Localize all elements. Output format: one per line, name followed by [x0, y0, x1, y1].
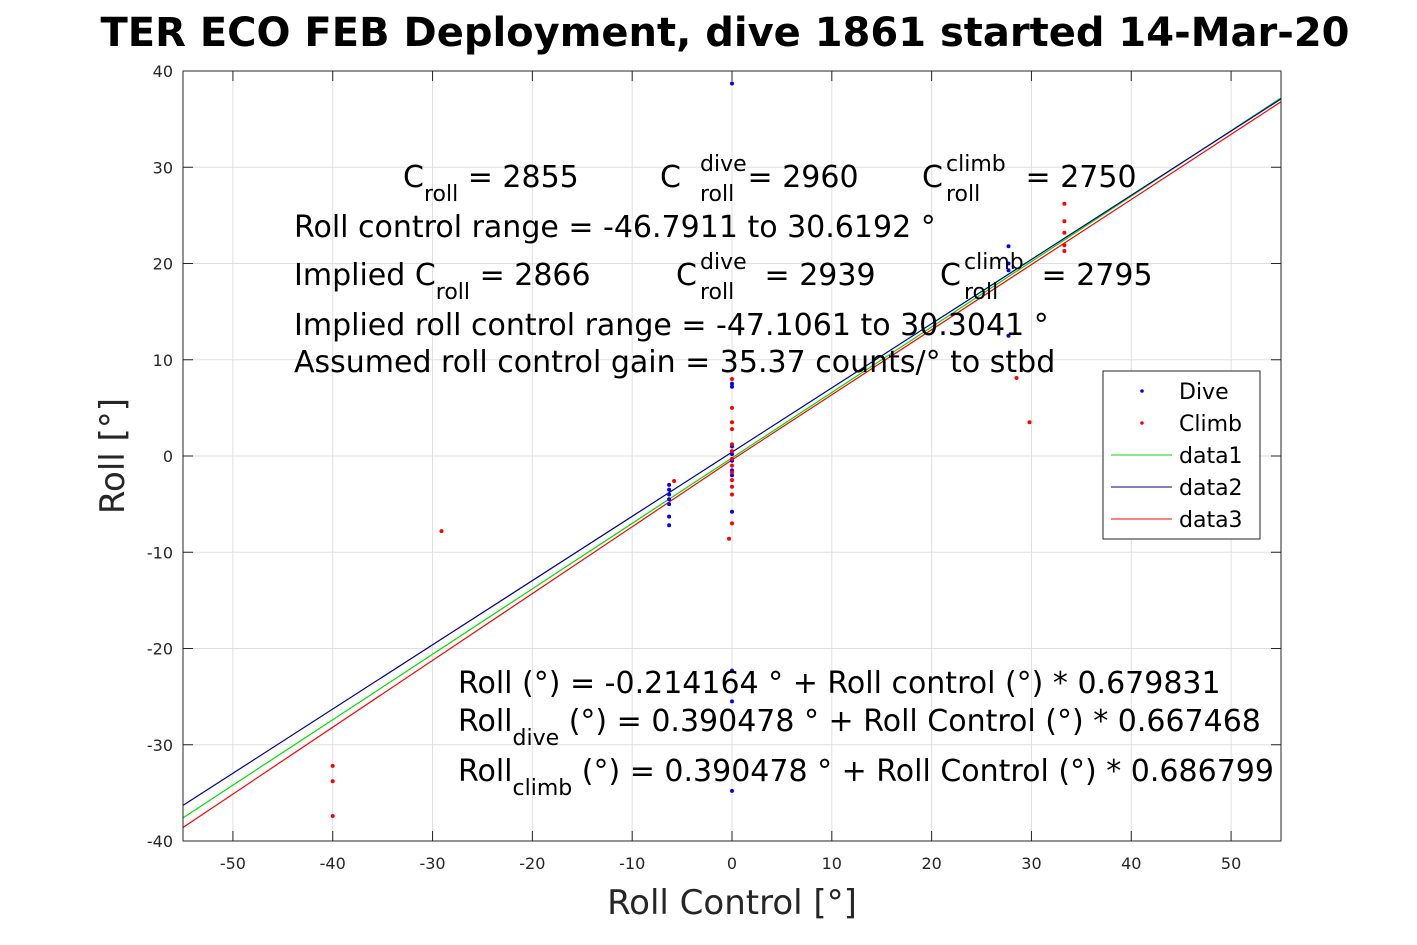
- data-point-climb: [730, 420, 734, 425]
- fit-climb-annotation: Rollclimb (°) = 0.390478 ° + Roll Contro…: [458, 754, 1274, 801]
- y-tick-label: 10: [153, 351, 173, 370]
- data-point-climb: [730, 427, 734, 432]
- implied-range-annotation: Implied roll control range = -47.1061 to…: [294, 308, 1049, 343]
- data-point-climb: [1014, 376, 1019, 380]
- data-point-climb: [730, 484, 734, 489]
- data-point-dive: [730, 509, 734, 514]
- data-point-climb: [730, 478, 734, 483]
- data-point-dive: [1006, 261, 1011, 266]
- y-tick-label: -10: [147, 543, 173, 562]
- data-point-climb: [1062, 249, 1067, 253]
- roll-control-range-annotation: Roll control range = -46.7911 to 30.6192…: [294, 210, 936, 245]
- y-tick-label: 40: [153, 62, 173, 81]
- axis-ticks: -50 -40 -30 -20 -10 0 10 20 30 40 50 -40 -30 -20 -10 0 1…: [147, 62, 1281, 873]
- data-point-climb: [330, 814, 335, 818]
- legend-data1-label: data1: [1179, 444, 1243, 469]
- y-axis-label: Roll [°]: [93, 398, 133, 514]
- x-tick-label: 30: [1021, 854, 1041, 873]
- data-point-dive: [667, 482, 672, 487]
- data-point-climb: [1062, 243, 1067, 248]
- data-point-climb: [1062, 230, 1067, 235]
- data-point-dive: [730, 788, 734, 793]
- data-point-dive: [667, 514, 672, 519]
- y-tick-label: -20: [147, 640, 173, 659]
- data-point-climb: [730, 377, 734, 381]
- gain-annotation: Assumed roll control gain = 35.37 counts…: [294, 345, 1055, 380]
- data-point-dive: [730, 473, 734, 478]
- data-point-climb: [730, 449, 734, 454]
- data-points: [330, 81, 1067, 818]
- chart-title: TER ECO FEB Deployment, dive 1861 starte…: [100, 10, 1349, 56]
- legend-climb-marker: [1140, 421, 1144, 425]
- y-tick-label: -40: [147, 832, 173, 851]
- x-tick-label: 20: [921, 854, 941, 873]
- c-roll-annotation: Croll = 2855: [403, 160, 579, 207]
- data-point-dive: [667, 523, 672, 528]
- fit-all-annotation: Roll (°) = -0.214164 ° + Roll control (°…: [458, 666, 1221, 701]
- data-point-dive: [1006, 268, 1011, 273]
- fit-dive-annotation: Rolldive (°) = 0.390478 ° + Roll Control…: [458, 704, 1261, 751]
- x-tick-label: 0: [727, 854, 737, 873]
- data-point-climb: [730, 456, 734, 461]
- data-point-dive: [730, 699, 734, 704]
- legend-data3-label: data3: [1179, 508, 1243, 533]
- data-point-climb: [730, 492, 734, 497]
- data-point-climb: [730, 442, 734, 447]
- x-tick-label: 50: [1221, 854, 1241, 873]
- data-point-climb: [1062, 219, 1067, 224]
- data-point-dive: [1006, 333, 1011, 338]
- data-point-dive: [730, 452, 734, 457]
- data-point-dive: [667, 487, 672, 492]
- x-tick-label: -40: [320, 854, 346, 873]
- data-point-climb: [730, 521, 734, 526]
- data-point-climb: [730, 470, 734, 475]
- data-point-climb: [1027, 420, 1032, 425]
- x-tick-label: -30: [419, 854, 445, 873]
- data-point-climb: [330, 763, 335, 768]
- data-point-dive: [730, 381, 734, 386]
- legend-dive-label: Dive: [1179, 380, 1229, 405]
- data-point-dive: [730, 81, 734, 86]
- legend: Dive Climb data1 data2 data3: [1102, 370, 1261, 540]
- data-point-climb: [727, 536, 731, 541]
- x-tick-label: -10: [619, 854, 645, 873]
- data-point-climb: [672, 479, 677, 483]
- data-point-dive: [667, 502, 672, 507]
- y-tick-label: 0: [163, 447, 173, 466]
- y-tick-label: 20: [153, 255, 173, 274]
- y-tick-label: 30: [153, 158, 173, 177]
- y-tick-label: -30: [147, 736, 173, 755]
- data-point-climb: [730, 405, 734, 410]
- legend-dive-marker: [1140, 389, 1144, 393]
- legend-data2-label: data2: [1179, 476, 1243, 501]
- data-point-climb: [330, 779, 335, 784]
- x-axis-label: Roll Control [°]: [607, 883, 857, 923]
- x-tick-label: 10: [822, 854, 842, 873]
- data-point-climb: [1062, 201, 1067, 206]
- data-point-dive: [667, 497, 672, 502]
- data-point-climb: [730, 463, 734, 468]
- data-point-climb: [439, 529, 444, 534]
- x-tick-label: -50: [220, 854, 246, 873]
- data-point-dive: [730, 668, 734, 673]
- legend-climb-label: Climb: [1179, 412, 1242, 437]
- data-point-dive: [667, 492, 672, 497]
- x-tick-label: -20: [519, 854, 545, 873]
- data-point-dive: [730, 384, 734, 389]
- x-tick-label: 40: [1121, 854, 1141, 873]
- data-point-dive: [1006, 244, 1011, 249]
- implied-c-roll-annotation: Implied Croll = 2866: [294, 258, 591, 305]
